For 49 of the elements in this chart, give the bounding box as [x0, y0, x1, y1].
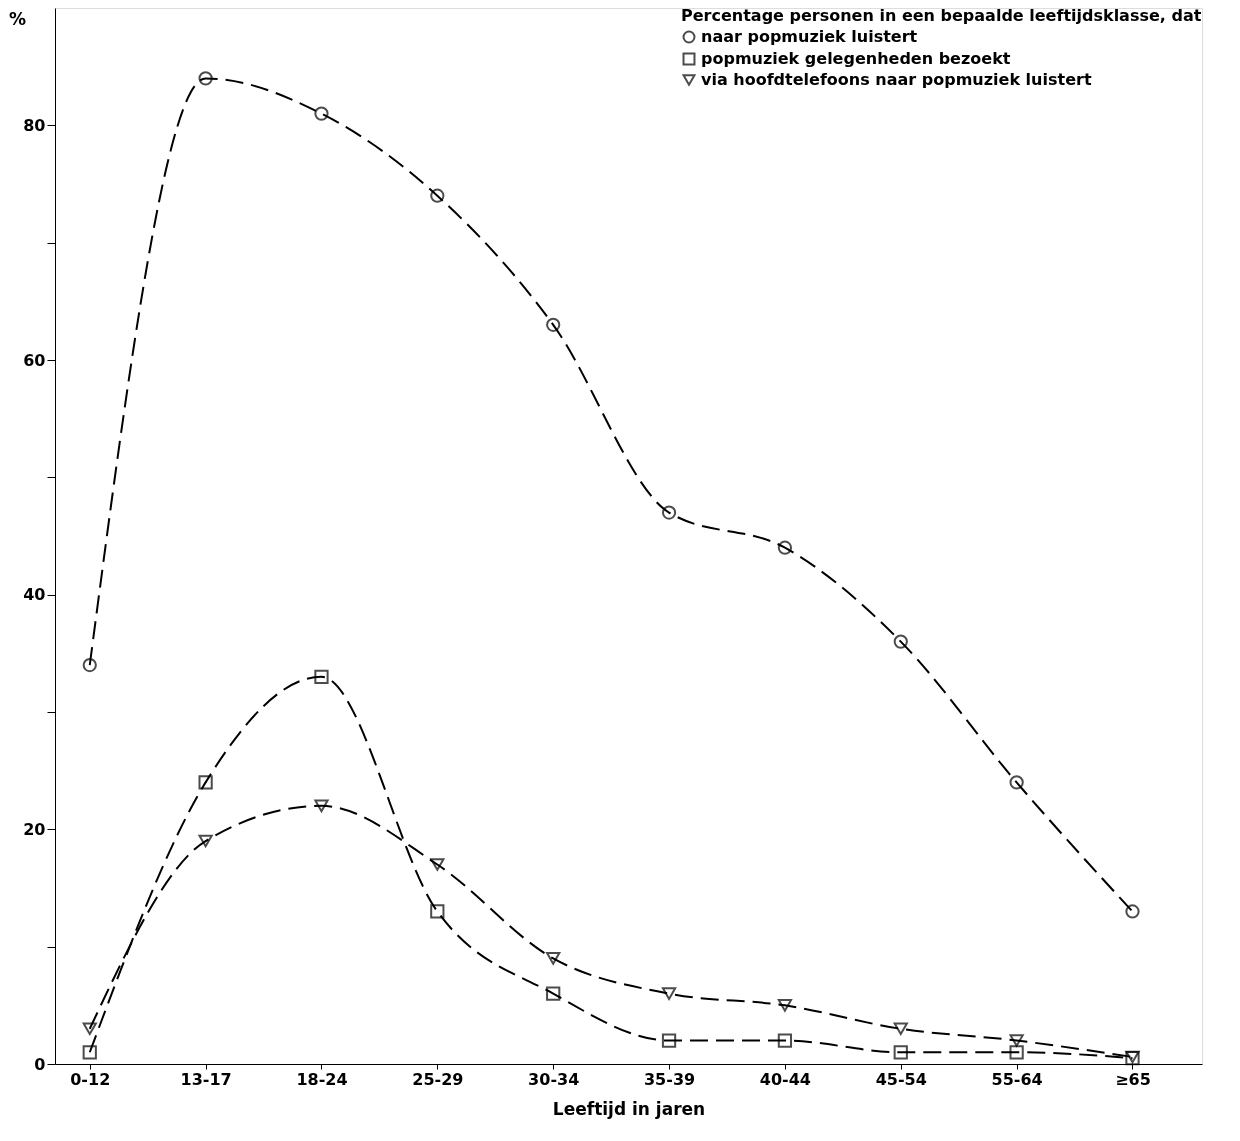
legend-label: via hoofdtelefoons naar popmuziek luistert [701, 70, 1092, 89]
point [661, 505, 677, 520]
point [777, 1033, 793, 1048]
point [893, 1045, 908, 1060]
x-axis-title: Leeftijd in jaren [552, 1098, 706, 1119]
point [1009, 1045, 1024, 1060]
point [893, 1022, 908, 1036]
point [1009, 775, 1024, 790]
point [430, 858, 445, 871]
point [546, 986, 561, 1001]
y-axis-title: % [8, 8, 27, 29]
point [314, 799, 329, 813]
x-tick-label: ≥65 [1115, 1069, 1151, 1089]
point [430, 904, 445, 919]
y-tick-label: 40 [23, 585, 46, 605]
point [777, 999, 793, 1012]
x-tick-label: 40-44 [759, 1069, 811, 1089]
point [82, 1045, 97, 1060]
legend-label: naar popmuziek luistert [701, 27, 918, 46]
y-tick-label: 20 [23, 819, 46, 839]
point [661, 987, 677, 1000]
point [893, 634, 908, 649]
point [661, 1033, 677, 1048]
x-tick-label: 0-12 [70, 1069, 111, 1089]
point [546, 317, 561, 332]
point [1009, 1034, 1024, 1047]
point [546, 952, 561, 965]
point [430, 188, 445, 203]
y-tick-label: 0 [34, 1054, 46, 1074]
x-tick-label: 35-39 [643, 1069, 696, 1089]
point [314, 106, 329, 121]
x-tick-label: 18-24 [296, 1069, 348, 1089]
point [777, 540, 793, 555]
point [198, 834, 213, 848]
x-tick-label: 13-17 [180, 1069, 232, 1089]
legend-title: Percentage personen in een bepaalde leeftijdsklasse, dat [681, 6, 1202, 25]
point [314, 669, 329, 684]
point [82, 1022, 97, 1036]
point [198, 71, 213, 86]
point [198, 775, 213, 790]
point [82, 657, 97, 673]
x-tick-label: 55-64 [991, 1069, 1043, 1089]
x-tick-label: 25-29 [412, 1069, 464, 1089]
x-tick-label: 45-54 [875, 1069, 927, 1089]
y-tick-label: 80 [23, 115, 46, 135]
legend-label: popmuziek gelegenheden bezoekt [701, 49, 1011, 68]
point [1125, 904, 1140, 919]
x-tick-label: 30-34 [528, 1069, 580, 1089]
y-tick-label: 60 [23, 350, 46, 370]
